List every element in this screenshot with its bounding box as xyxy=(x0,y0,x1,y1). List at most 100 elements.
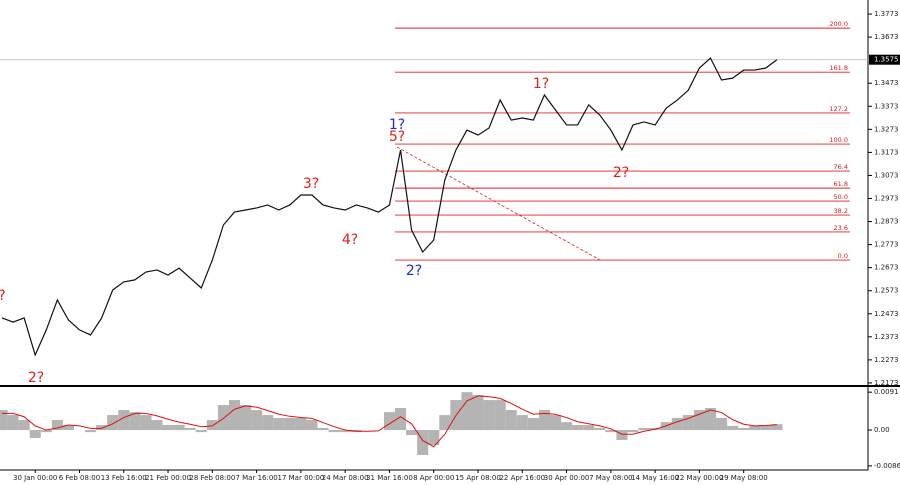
x-tick-label: 28 Feb 08:00 xyxy=(189,474,235,482)
macd-bar xyxy=(738,427,750,431)
last-price-box xyxy=(869,54,900,65)
x-tick-label: 22 Apr 16:00 xyxy=(499,474,545,482)
y-tick-label: 1.3473 xyxy=(874,79,899,87)
macd-bar xyxy=(51,420,63,431)
y-tick-label: 1.3173 xyxy=(874,148,899,156)
macd-bar xyxy=(295,417,307,431)
macd-bar xyxy=(671,417,683,431)
macd-bar xyxy=(605,430,617,433)
wave-label: 1? xyxy=(533,76,549,92)
y-tick-label: 1.2173 xyxy=(874,379,899,387)
macd-bar xyxy=(284,417,296,431)
y-tick-label: 1.2773 xyxy=(874,241,899,249)
y-tick-label: 1.3773 xyxy=(874,10,899,18)
macd-bar xyxy=(118,410,130,431)
y-tick-label: 0.00 xyxy=(874,426,890,434)
macd-bar xyxy=(206,420,218,431)
fib-label: 38.2 xyxy=(834,207,848,215)
y-tick-label: 1.3373 xyxy=(874,102,899,110)
y-tick-label: 1.2973 xyxy=(874,194,899,202)
price-line xyxy=(1,57,778,357)
macd-bar xyxy=(428,430,440,446)
macd-bar xyxy=(328,430,340,433)
y-tick-label: 1.2473 xyxy=(874,310,899,318)
fib-label: 23.6 xyxy=(834,224,848,232)
x-tick-label: 31 Mar 16:00 xyxy=(366,474,413,482)
x-tick-label: 7 Mar 16:00 xyxy=(235,474,277,482)
y-tick-label: 1.2573 xyxy=(874,287,899,295)
macd-bar xyxy=(704,407,717,431)
x-tick-label: 29 May 08:00 xyxy=(720,474,768,482)
macd-bar xyxy=(538,410,550,431)
x-tick-label: 30 Jan 00:00 xyxy=(13,474,57,482)
macd-bar xyxy=(184,427,196,431)
x-tick-label: 21 Feb 00:00 xyxy=(145,474,191,482)
macd-bar xyxy=(173,425,185,431)
macd-bar xyxy=(140,415,152,431)
macd-bar xyxy=(439,415,451,431)
fib-label: 50.0 xyxy=(834,193,848,201)
last-price-label: 1.3575 xyxy=(874,56,899,64)
macd-bar xyxy=(7,415,19,431)
x-tick-label: 15 Apr 08:00 xyxy=(455,474,501,482)
y-tick-label: 1.2673 xyxy=(874,264,899,272)
x-tick-label: 17 Mar 00:00 xyxy=(278,474,325,482)
x-tick-label: 7 May 08:00 xyxy=(589,474,633,482)
macd-bar xyxy=(561,422,573,431)
signal-line xyxy=(2,395,777,448)
macd-bar xyxy=(96,425,108,431)
wave-label: 2? xyxy=(28,370,44,386)
y-tick-label: 0.0091 xyxy=(874,388,899,396)
macd-bar xyxy=(339,430,351,433)
y-tick-label: 1.2873 xyxy=(874,218,899,226)
macd-bar xyxy=(40,430,52,433)
y-tick-label: 1.2273 xyxy=(874,356,899,364)
macd-bar xyxy=(162,425,174,431)
macd-bar xyxy=(406,430,418,436)
macd-bar xyxy=(494,400,506,431)
macd-bar xyxy=(682,415,694,431)
y-tick-label: 1.3673 xyxy=(874,33,899,41)
wave-label: 2? xyxy=(406,263,422,279)
macd-bar xyxy=(306,420,318,431)
fib-label: 161.8 xyxy=(829,64,848,72)
x-tick-label: 30 Apr 00:00 xyxy=(544,474,590,482)
macd-bar xyxy=(505,410,517,431)
macd-bar xyxy=(693,410,705,431)
macd-bar xyxy=(727,425,739,431)
macd-bar xyxy=(771,424,783,431)
macd-bar xyxy=(638,427,650,431)
wave-label: 2? xyxy=(613,165,629,181)
x-tick-label: 22 May 00:00 xyxy=(675,474,723,482)
wave-label: 1? xyxy=(389,117,405,133)
macd-bar xyxy=(129,412,141,431)
trend-line xyxy=(396,146,601,261)
fib-label: 76.4 xyxy=(834,163,848,171)
y-tick-label: -0.00862 xyxy=(874,462,900,470)
fib-label: 100.0 xyxy=(829,136,848,144)
y-tick-label: 1.3273 xyxy=(874,125,899,133)
x-tick-label: 6 Feb 08:00 xyxy=(59,474,100,482)
macd-bar xyxy=(627,430,639,433)
fib-label: 61.8 xyxy=(834,180,848,188)
x-tick-label: 24 Mar 08:00 xyxy=(322,474,369,482)
macd-bar xyxy=(29,430,41,438)
macd-bar xyxy=(760,425,772,431)
macd-bar xyxy=(251,410,263,431)
macd-bar xyxy=(483,400,495,431)
macd-bar xyxy=(0,410,8,431)
wave-label: 4? xyxy=(342,232,358,248)
macd-bar xyxy=(461,392,473,431)
macd-bar xyxy=(716,417,728,431)
macd-bar xyxy=(18,420,30,431)
macd-bar xyxy=(195,430,207,433)
macd-bar xyxy=(616,430,628,441)
macd-bar xyxy=(749,425,761,431)
macd-bar xyxy=(417,430,429,456)
fib-label: 127.2 xyxy=(829,105,848,113)
macd-bar xyxy=(572,425,584,431)
macd-bar xyxy=(472,395,484,431)
macd-bar xyxy=(217,405,229,431)
macd-bar xyxy=(527,417,539,431)
